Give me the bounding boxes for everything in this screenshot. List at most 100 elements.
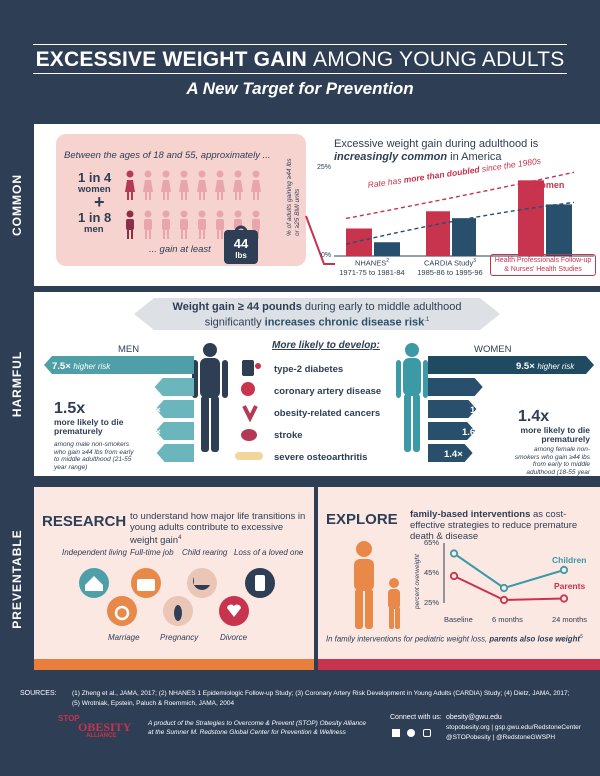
disease-stroke: stroke <box>274 430 303 441</box>
woman-person-icon <box>197 170 207 200</box>
men-risk-bars <box>44 356 194 462</box>
men-label: men <box>84 224 104 235</box>
plus-sign: + <box>94 192 105 212</box>
women-risk-bar <box>428 400 477 418</box>
children-label: Children <box>552 555 587 565</box>
research-bottom-stripe <box>34 659 314 670</box>
research-text: to understand how major life transitions… <box>130 511 310 546</box>
cat0-name: NHANES <box>354 258 387 268</box>
women-risk-bar <box>428 356 594 374</box>
line-parents <box>453 575 565 602</box>
women-die-value: 1.4x <box>518 408 550 425</box>
center-heading: More likely to develop: <box>272 340 380 351</box>
cat1-sup: 3 <box>473 258 476 264</box>
section-label-common: COMMON <box>0 124 34 286</box>
explore-text: family-based interventions as cost-effec… <box>410 509 596 542</box>
logo-top: STOP <box>58 714 80 723</box>
logo-bottom: ALLIANCE <box>86 733 117 739</box>
women-higher-risk: higher risk <box>537 362 575 371</box>
chart-bar-men <box>374 242 400 256</box>
woman-person-icon <box>143 170 153 200</box>
chart-bar-men <box>546 204 572 256</box>
connector-line <box>305 215 335 265</box>
chart-ytick-bottom: 0% <box>321 252 332 259</box>
trend-line-women <box>345 171 575 220</box>
product-line-1: A product of the Strategies to Overcome … <box>148 720 366 727</box>
transition-label: Independent living <box>62 548 127 557</box>
header-rule-bottom <box>33 73 567 74</box>
broken-heart-icon <box>219 596 249 626</box>
men-risk-value: 1.5× <box>142 405 161 416</box>
research-text-body: to understand how major life transitions… <box>130 511 306 547</box>
social-icons <box>392 724 431 742</box>
women-risk-bar <box>428 378 483 396</box>
research-sup: 4 <box>178 535 182 541</box>
cat1-range: 1985-86 to 1995-96 <box>417 267 483 277</box>
woman-person-icon <box>251 170 261 200</box>
footer-site[interactable]: stopobesity.org | gsp.gwu.edu/RedstoneCe… <box>446 724 581 731</box>
twitter-icon[interactable] <box>407 729 416 737</box>
woman-person-icon <box>125 170 135 200</box>
explore-footnote: In family interventions for pediatric we… <box>326 634 594 644</box>
transition-label: Marriage <box>108 633 140 642</box>
gain-text: ... gain at least <box>149 244 211 255</box>
legend-men: Men <box>554 212 572 222</box>
pregnancy-icon <box>163 596 193 626</box>
stroller-icon <box>187 568 217 598</box>
instagram-icon[interactable] <box>422 729 431 737</box>
chart-title-b: increasingly common <box>334 151 448 163</box>
women-risk-value: 1.7× <box>470 405 489 416</box>
point-children <box>559 565 569 575</box>
explore-heading: EXPLORE <box>326 511 398 528</box>
men-die-label: more likely to die prematurely <box>54 417 124 436</box>
sources-label: SOURCES: <box>20 690 57 697</box>
point-parents <box>449 571 459 581</box>
disease-coronary: coronary artery disease <box>274 386 382 397</box>
women-risk-bars <box>428 356 594 462</box>
chart-ylabel: % of adults gaining ≥44 lbs or ≥25 BMI u… <box>286 158 301 236</box>
heart-icon <box>241 382 255 396</box>
explore-svg <box>318 541 600 670</box>
cat2-range: & Nurses' Health Studies <box>504 266 582 273</box>
ribbon-icon <box>242 405 258 423</box>
chart-ytick-top: 25% <box>317 164 332 171</box>
footer-email[interactable]: obesity@gwu.edu <box>446 714 502 721</box>
woman-person-icon <box>161 170 171 200</box>
common-intro: Between the ages of 18 and 55, approxima… <box>64 150 271 161</box>
men-risk-bar <box>155 422 194 440</box>
man-person-icon <box>144 210 152 239</box>
category-label-health-professionals: Health Professionals Follow-up & Nurses' … <box>490 254 596 276</box>
page-subtitle: A New Target for Prevention <box>186 79 414 98</box>
explore-ytick: 65% <box>424 538 440 547</box>
banner-a: Weight gain ≥ 44 pounds <box>172 301 302 313</box>
sources-line-2: (5) Wrotniak, Epstein, Paluch & Roemmich… <box>72 700 235 707</box>
cat1-name: CARDIA Study <box>424 258 474 268</box>
women-risk-value: 9.5× higher risk <box>516 361 574 372</box>
point-children <box>499 583 509 593</box>
facebook-icon[interactable] <box>392 729 400 737</box>
section-label-preventable: PREVENTABLE <box>0 487 34 670</box>
women-risk-value: 1.4× <box>444 449 463 460</box>
parent-child-icon <box>354 541 400 629</box>
weight-unit: lbs <box>235 251 247 260</box>
header: EXCESSIVE WEIGHT GAIN AMONG YOUNG ADULTS… <box>0 0 600 112</box>
harmful-svg <box>44 298 594 462</box>
section-common-text: COMMON <box>10 174 24 236</box>
explore-xtick: 6 months <box>492 615 523 624</box>
explore-xtick: 24 months <box>552 615 588 624</box>
connect-label: Connect with us: <box>390 714 442 721</box>
men-heading: MEN <box>118 344 140 355</box>
explore-footnote-a: In family interventions for pediatric we… <box>326 634 490 644</box>
women-risk-0: 9.5× <box>516 361 535 372</box>
explore-footnote-b: parents also lose weight <box>489 634 580 644</box>
section-preventable-text: PREVENTABLE <box>10 528 24 629</box>
footer-handles[interactable]: @STOPobesity | @RedstoneGWSPH <box>446 734 556 741</box>
stop-obesity-logo: STOP OBESITY ALLIANCE <box>58 714 142 740</box>
section-label-harmful: HARMFUL <box>0 292 34 476</box>
transition-label: Child rearing <box>182 548 228 557</box>
banner-c: significantly <box>204 316 265 329</box>
man-person-icon <box>180 210 188 239</box>
product-line-2: at the Sumner M. Redstone Global Center … <box>148 729 346 736</box>
point-parents <box>499 595 509 605</box>
men-risk-0: 7.5× <box>52 361 71 372</box>
